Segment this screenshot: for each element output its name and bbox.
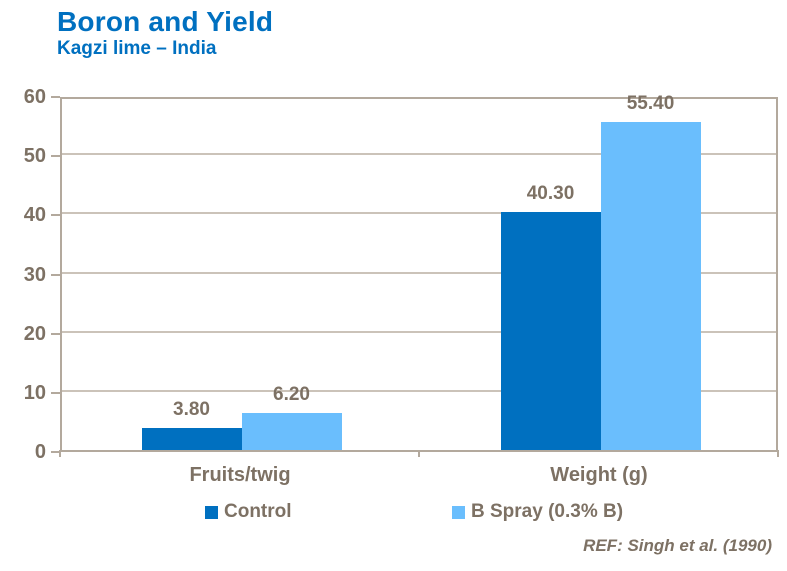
bar-value-label-control-fruits-twig: 3.80 <box>173 398 210 420</box>
y-axis-label: 0 <box>34 441 46 463</box>
y-axis-tick <box>51 451 60 453</box>
y-axis-tick <box>51 155 60 158</box>
legend-item-control: Control <box>205 501 292 523</box>
b-spray-swatch-icon <box>452 505 465 519</box>
y-axis-tick <box>51 332 60 335</box>
reference: REF: Singh et al. (1990) <box>583 536 772 555</box>
y-axis-label: 20 <box>23 322 46 345</box>
x-axis-tick <box>59 450 61 457</box>
gridline <box>62 271 776 274</box>
category-label-weight-g: Weight (g) <box>550 464 648 486</box>
y-axis-label: 10 <box>23 381 46 404</box>
page-subtitle: Kagzi lime – India <box>57 38 217 59</box>
bar-control-weight-g <box>500 211 601 450</box>
x-axis-tick <box>777 450 779 457</box>
y-axis-label: 60 <box>23 86 46 108</box>
gridline <box>62 330 776 333</box>
y-axis-tick <box>51 391 60 394</box>
y-axis-tick <box>51 273 60 276</box>
y-axis-tick <box>51 214 60 217</box>
page-title: Boron and Yield <box>57 6 274 37</box>
y-axis-label: 30 <box>23 263 46 286</box>
plot-area: 3.80 6.20 40.30 55.40 <box>60 93 778 452</box>
gridline <box>62 212 776 215</box>
bar-value-label-control-weight-g: 40.30 <box>526 182 575 204</box>
category-label-fruits-twig: Fruits/twig <box>189 464 291 486</box>
bar-b-spray-0-3-b-weight-g <box>600 122 701 450</box>
legend-label-control: Control <box>224 501 292 522</box>
control-swatch-icon <box>205 505 218 519</box>
gridline <box>62 153 776 156</box>
y-axis-label: 50 <box>23 145 46 168</box>
gridline <box>62 389 776 392</box>
y-axis-tick <box>51 96 60 98</box>
legend-label-b-spray: B Spray (0.3% B) <box>471 501 624 522</box>
bar-control-fruits-twig <box>141 427 242 450</box>
bar-value-label-b-spray-0-3-b-weight-g: 55.40 <box>626 93 675 115</box>
legend-item-b-spray: B Spray (0.3% B) <box>452 501 623 523</box>
x-axis-tick <box>418 450 420 457</box>
bar-b-spray-0-3-b-fruits-twig <box>241 413 342 450</box>
y-axis-label: 40 <box>23 204 46 227</box>
bar-value-label-b-spray-0-3-b-fruits-twig: 6.20 <box>273 384 310 406</box>
